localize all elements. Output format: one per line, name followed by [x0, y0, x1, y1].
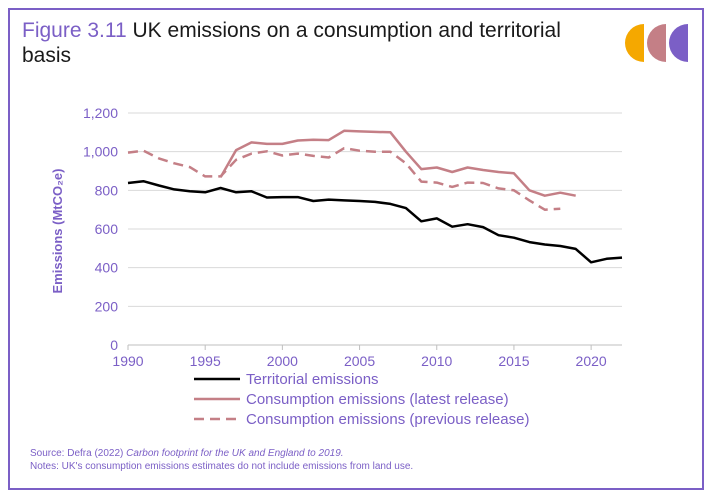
- x-tick-2010: 2010: [421, 353, 452, 369]
- source-prefix: Source: Defra (2022): [30, 448, 127, 459]
- gridlines: [128, 112, 622, 307]
- x-tick-2015: 2015: [498, 353, 529, 369]
- y-tick-400: 400: [95, 260, 119, 276]
- brand-logo: [625, 24, 688, 62]
- x-tick-1990: 1990: [112, 353, 143, 369]
- logo-crescent-rose: [647, 24, 666, 62]
- x-tick-1995: 1995: [190, 353, 221, 369]
- legend-label-territorial: Territorial emissions: [246, 371, 379, 388]
- y-tick-200: 200: [95, 298, 119, 314]
- x-tick-2005: 2005: [344, 353, 375, 369]
- x-tick-2020: 2020: [576, 353, 607, 369]
- y-tick-1200: 1,200: [83, 105, 118, 121]
- axes: [127, 344, 622, 350]
- y-tick-600: 600: [95, 221, 119, 237]
- series-lines: [127, 129, 623, 264]
- notes-text: Notes: UK's consumption emissions estima…: [30, 461, 414, 472]
- logo-crescent-yellow: [625, 24, 644, 62]
- series-line-consumption-latest: [219, 129, 576, 197]
- source-note: Source: Defra (2022) Carbon footprint fo…: [30, 448, 344, 459]
- figure-number: Figure 3.11: [22, 19, 127, 42]
- y-tick-labels: 0 200 400 600 800 1,000 1,200: [83, 105, 118, 353]
- y-tick-1000: 1,000: [83, 144, 118, 160]
- y-tick-800: 800: [95, 182, 119, 198]
- x-tick-labels: 1990 1995 2000 2005 2010 2015 2020: [112, 353, 606, 369]
- x-tick-2000: 2000: [267, 353, 298, 369]
- y-axis-label: Emissions (MtCO₂e): [50, 169, 65, 294]
- figure-title-text: UK emissions on a consumption and territ…: [22, 19, 561, 67]
- figure-frame: [8, 8, 704, 490]
- series-line-territorial: [127, 179, 623, 264]
- series-line-consumption-previous: [127, 146, 561, 211]
- logo-crescent-purple: [669, 24, 688, 62]
- legend-label-consumption-previous: Consumption emissions (previous release): [246, 411, 529, 428]
- figure-title: Figure 3.11 UK emissions on a consumptio…: [22, 18, 582, 68]
- legend: Territorial emissions Consumption emissio…: [194, 371, 529, 428]
- source-title: Carbon footprint for the UK and England …: [126, 448, 344, 459]
- y-tick-0: 0: [110, 337, 118, 353]
- legend-label-consumption-latest: Consumption emissions (latest release): [246, 391, 509, 408]
